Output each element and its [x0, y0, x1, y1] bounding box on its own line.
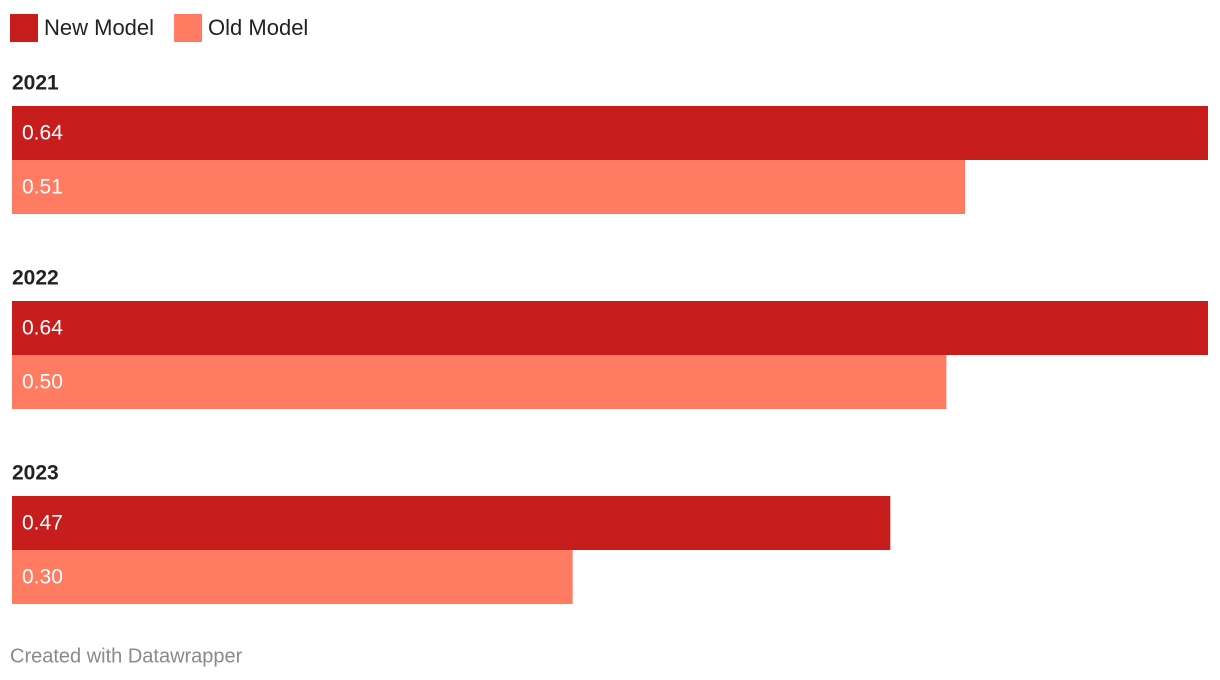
bar [12, 496, 891, 550]
legend-swatch [174, 14, 203, 42]
bar [12, 355, 947, 409]
value-label: 0.64 [22, 317, 63, 340]
category-label: 2023 [12, 462, 59, 485]
category-label: 2021 [12, 72, 59, 95]
bar [12, 160, 966, 214]
category-label: 2022 [12, 267, 59, 290]
value-label: 0.50 [22, 371, 63, 394]
legend-label: Old Model [208, 15, 308, 40]
bar [12, 106, 1208, 160]
legend-swatch [10, 14, 38, 42]
value-label: 0.64 [22, 122, 63, 145]
bar [12, 550, 573, 604]
credit: Created with Datawrapper [10, 645, 243, 667]
value-label: 0.51 [22, 176, 63, 199]
legend-label: New Model [44, 15, 154, 40]
value-label: 0.47 [22, 512, 63, 535]
bar [12, 301, 1208, 355]
value-label: 0.30 [22, 566, 63, 589]
